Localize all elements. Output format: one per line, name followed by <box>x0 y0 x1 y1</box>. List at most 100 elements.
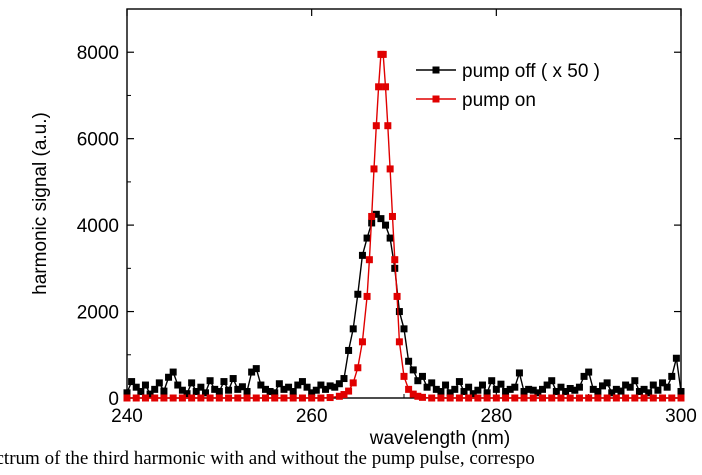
data-point <box>238 383 246 391</box>
data-point <box>225 394 233 402</box>
data-point <box>525 385 533 393</box>
data-point <box>317 394 325 402</box>
data-point <box>594 394 602 402</box>
data-point <box>363 234 371 242</box>
series-pump-on <box>123 50 685 402</box>
x-tick-label: 260 <box>296 406 328 427</box>
data-point <box>280 394 288 402</box>
data-point <box>442 381 450 389</box>
data-point <box>474 386 482 394</box>
data-point <box>225 386 233 394</box>
data-point <box>594 388 602 396</box>
data-point <box>382 221 390 229</box>
data-point <box>483 389 491 397</box>
data-point <box>365 256 373 264</box>
data-point <box>395 338 403 346</box>
data-point <box>178 386 186 394</box>
data-point <box>155 379 163 387</box>
data-point <box>566 384 574 392</box>
data-point <box>548 377 556 385</box>
data-point <box>294 381 302 389</box>
data-point <box>437 394 445 402</box>
data-point <box>349 325 357 333</box>
data-point <box>386 165 394 173</box>
data-point <box>451 385 459 393</box>
data-point <box>243 394 251 402</box>
data-point <box>188 394 196 402</box>
data-point <box>262 394 269 402</box>
data-point <box>368 212 376 220</box>
data-point <box>631 377 639 385</box>
data-point <box>478 381 486 389</box>
data-point <box>262 385 269 393</box>
data-point <box>331 383 339 391</box>
data-point <box>603 394 611 402</box>
data-point <box>335 380 343 388</box>
data-point <box>215 388 223 396</box>
data-point <box>192 388 200 396</box>
data-point <box>640 385 648 393</box>
x-axis-label: wavelength (nm) <box>369 428 510 449</box>
data-point <box>649 394 657 402</box>
data-point <box>298 378 306 386</box>
series-pump-off <box>123 210 685 398</box>
data-point <box>585 368 593 376</box>
data-point <box>608 389 616 397</box>
data-point <box>557 394 565 402</box>
data-point <box>252 394 260 402</box>
data-point <box>566 394 574 402</box>
data-point <box>132 383 140 391</box>
data-point <box>506 385 514 393</box>
data-point <box>432 385 440 393</box>
data-point <box>188 379 196 387</box>
data-point <box>169 368 177 376</box>
data-point <box>382 83 390 91</box>
data-point <box>529 386 537 394</box>
data-point <box>612 394 620 402</box>
data-point <box>400 372 408 380</box>
legend-label-pump-off: pump off ( x 50 ) <box>462 61 600 82</box>
data-point <box>622 394 630 402</box>
data-point <box>446 394 454 402</box>
data-point <box>358 251 366 259</box>
data-point <box>511 394 519 402</box>
data-point <box>234 385 242 393</box>
data-point <box>326 382 334 390</box>
data-point <box>165 373 173 381</box>
data-point <box>631 394 639 402</box>
data-point <box>469 390 477 398</box>
data-point <box>326 394 334 402</box>
data-point <box>372 210 380 218</box>
data-point <box>460 388 468 396</box>
data-point <box>520 388 528 396</box>
data-point <box>243 388 251 396</box>
data-point <box>405 385 413 393</box>
data-point <box>400 325 408 333</box>
data-point <box>358 338 366 346</box>
data-point <box>428 379 436 387</box>
data-point <box>677 388 685 396</box>
data-point <box>308 394 316 402</box>
data-point <box>201 389 209 397</box>
data-point <box>502 388 510 396</box>
data-point <box>322 385 330 393</box>
data-point <box>552 388 560 396</box>
figure-caption: Spectrum of the third harmonic with and … <box>0 448 702 475</box>
data-point <box>248 368 256 376</box>
data-point <box>414 392 422 400</box>
data-point <box>515 369 523 377</box>
data-point <box>405 357 413 365</box>
data-point <box>543 381 551 389</box>
data-point <box>539 385 546 393</box>
data-point <box>649 381 657 389</box>
data-point <box>668 372 676 380</box>
data-point <box>497 380 505 388</box>
y-tick-label: 4000 <box>77 216 119 237</box>
data-point <box>151 385 159 393</box>
data-point <box>375 83 383 91</box>
data-point <box>275 380 283 388</box>
data-point <box>455 394 463 402</box>
x-ticks: 240 260 280 300 <box>111 9 697 427</box>
data-point <box>123 389 131 397</box>
